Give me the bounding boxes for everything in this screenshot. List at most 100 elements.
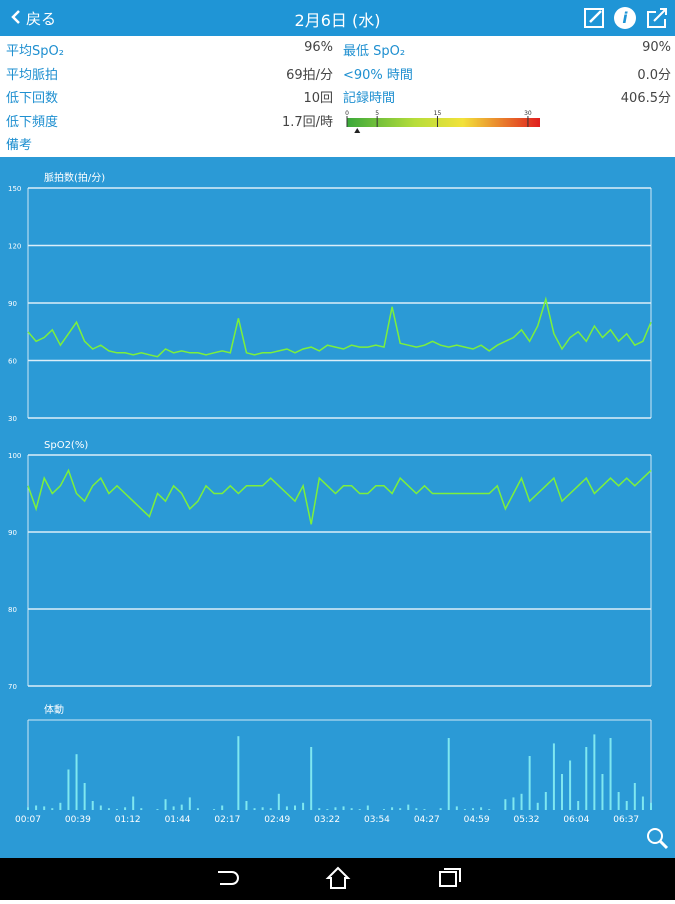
bar xyxy=(132,796,135,810)
stat-value: 90% xyxy=(642,40,671,55)
title: 2月6日 (水) xyxy=(294,11,381,30)
bar xyxy=(617,792,620,810)
bar xyxy=(99,805,102,810)
charts: 脈拍数(拍/分) 30 60 90 120 150 SpO2(%) 70 80 90 100 体動 00… xyxy=(8,171,669,850)
stat-label: 備考 xyxy=(6,138,33,153)
severity-scale: 0 5 15 30 xyxy=(345,110,540,133)
bar xyxy=(439,808,442,810)
stat-label: 低下頻度 xyxy=(6,114,59,130)
bar xyxy=(350,808,353,810)
bar xyxy=(83,783,86,810)
x-tick-label: 06:37 xyxy=(613,815,639,825)
bar xyxy=(577,801,580,810)
bar xyxy=(310,747,313,810)
zoom-icon[interactable] xyxy=(647,828,669,850)
chart-title: 体動 xyxy=(44,703,64,716)
bar xyxy=(399,808,402,810)
bar xyxy=(180,804,183,810)
scale-tick-label: 30 xyxy=(524,110,532,117)
y-tick-label: 80 xyxy=(8,606,17,614)
bar xyxy=(641,796,644,810)
bar xyxy=(552,743,555,810)
bar xyxy=(544,792,547,810)
x-tick-label: 06:04 xyxy=(563,815,589,825)
bar xyxy=(318,808,321,810)
share-icon[interactable] xyxy=(647,8,667,28)
y-tick-label: 70 xyxy=(8,683,17,691)
bar xyxy=(415,808,418,810)
bar xyxy=(520,793,523,810)
x-tick-label: 04:59 xyxy=(464,815,490,825)
line-series xyxy=(27,468,652,525)
bar xyxy=(488,809,491,810)
chart-title: 脈拍数(拍/分) xyxy=(44,171,105,184)
bar xyxy=(35,805,38,810)
stat-label: 記録時間 xyxy=(343,91,396,106)
recent-nav[interactable] xyxy=(439,868,461,887)
bar xyxy=(156,809,159,810)
x-tick-label: 00:39 xyxy=(65,815,91,825)
bar xyxy=(633,783,636,810)
home-nav[interactable] xyxy=(325,866,351,889)
bar xyxy=(107,808,110,810)
bar xyxy=(512,797,515,810)
bar xyxy=(269,808,272,810)
stat-label: 平均SpO₂ xyxy=(6,44,64,59)
bar xyxy=(43,806,46,810)
bar xyxy=(536,802,539,810)
bar xyxy=(366,805,369,810)
x-tick-label: 03:54 xyxy=(364,815,390,825)
stat-label: 低下回数 xyxy=(6,91,59,106)
scale-tick-label: 0 xyxy=(345,110,349,117)
bar xyxy=(463,809,466,810)
scale-tick-label: 5 xyxy=(375,110,379,117)
bar xyxy=(294,805,296,810)
bar xyxy=(172,806,175,810)
stats-panel: 平均SpO₂ 96% 最低 SpO₂ 90% 平均脈拍 69拍/分 <90% 時間 0.0分低… xyxy=(0,36,675,157)
stat-label: 最低 SpO₂ xyxy=(343,44,406,59)
bar xyxy=(196,808,199,810)
bar xyxy=(237,736,240,810)
x-tick-label: 04:27 xyxy=(414,815,440,825)
bar xyxy=(455,806,458,810)
edit-icon[interactable] xyxy=(584,8,604,28)
stat-value: 10回 xyxy=(303,91,333,106)
y-tick-label: 120 xyxy=(8,243,21,251)
bar xyxy=(447,738,450,810)
info-icon[interactable]: i xyxy=(614,7,636,29)
bar xyxy=(593,734,596,810)
y-tick-label: 30 xyxy=(8,415,17,423)
stat-value: 0.0分 xyxy=(637,67,671,83)
bar xyxy=(383,809,385,810)
x-tick-label: 03:22 xyxy=(314,815,340,825)
bar xyxy=(245,801,248,810)
back-icon[interactable] xyxy=(8,6,24,28)
y-tick-label: 150 xyxy=(8,185,21,193)
nav-bar xyxy=(0,858,675,900)
stat-value: 96% xyxy=(304,40,333,55)
line-series xyxy=(27,296,652,358)
chart-title: SpO2(%) xyxy=(44,440,88,451)
scale-marker xyxy=(354,128,361,133)
bar xyxy=(253,808,256,810)
bar xyxy=(51,808,54,810)
bar xyxy=(650,802,652,810)
bar xyxy=(59,802,62,810)
bar xyxy=(561,774,563,810)
bar xyxy=(342,806,345,810)
bar xyxy=(625,801,628,810)
bar xyxy=(391,807,394,810)
bar xyxy=(569,760,572,810)
bar xyxy=(601,774,604,810)
back-button[interactable]: 戻る xyxy=(26,10,57,28)
back-nav[interactable] xyxy=(218,871,239,885)
y-tick-label: 100 xyxy=(8,452,21,460)
bar xyxy=(480,807,483,810)
bar xyxy=(277,793,280,810)
bar xyxy=(188,797,191,810)
bar xyxy=(27,807,29,810)
bar xyxy=(221,805,224,810)
x-tick-label: 02:49 xyxy=(264,815,290,825)
bar xyxy=(528,756,531,810)
